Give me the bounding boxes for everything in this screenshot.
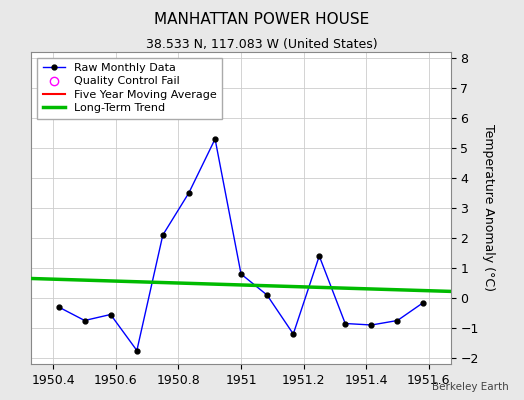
- Raw Monthly Data: [368, 322, 375, 327]
- Raw Monthly Data: [56, 305, 62, 310]
- Raw Monthly Data: [212, 137, 218, 142]
- Text: Berkeley Earth: Berkeley Earth: [432, 382, 508, 392]
- Raw Monthly Data: [134, 348, 140, 353]
- Raw Monthly Data: [395, 318, 401, 323]
- Text: MANHATTAN POWER HOUSE: MANHATTAN POWER HOUSE: [155, 12, 369, 27]
- Legend: Raw Monthly Data, Quality Control Fail, Five Year Moving Average, Long-Term Tren: Raw Monthly Data, Quality Control Fail, …: [37, 58, 222, 119]
- Text: 38.533 N, 117.083 W (United States): 38.533 N, 117.083 W (United States): [146, 38, 378, 51]
- Line: Raw Monthly Data: Raw Monthly Data: [56, 136, 426, 353]
- Raw Monthly Data: [264, 293, 270, 298]
- Raw Monthly Data: [238, 272, 244, 276]
- Raw Monthly Data: [420, 300, 427, 305]
- Raw Monthly Data: [107, 312, 114, 317]
- Raw Monthly Data: [160, 232, 166, 237]
- Raw Monthly Data: [81, 318, 88, 323]
- Raw Monthly Data: [290, 332, 297, 336]
- Raw Monthly Data: [316, 254, 322, 258]
- Raw Monthly Data: [342, 321, 348, 326]
- Y-axis label: Temperature Anomaly (°C): Temperature Anomaly (°C): [483, 124, 495, 292]
- Raw Monthly Data: [185, 190, 192, 195]
